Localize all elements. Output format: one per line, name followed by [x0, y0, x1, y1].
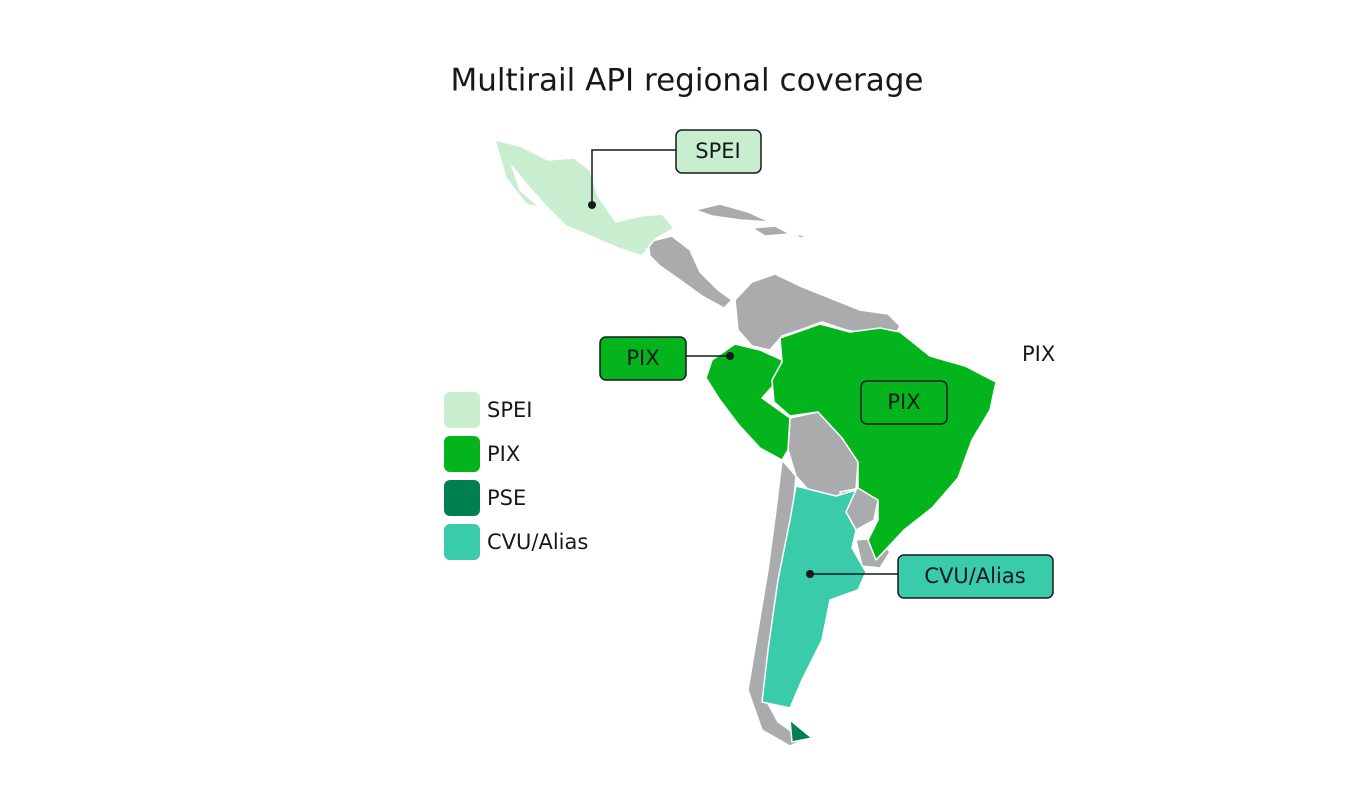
mexico — [494, 139, 675, 257]
callout-box — [860, 380, 948, 425]
legend-label: PIX — [487, 442, 520, 466]
callout-box — [675, 129, 762, 174]
callout-label: PIX — [626, 346, 659, 370]
leader-dot — [726, 352, 734, 360]
callouts: SPEI PIX PIX CVU/Alias — [588, 129, 1054, 599]
callout-box — [599, 336, 687, 381]
leader-line — [591, 149, 676, 205]
legend-swatch — [444, 480, 480, 516]
covered-countries — [494, 139, 997, 743]
caribbean — [694, 203, 809, 239]
callout-box — [897, 554, 1054, 599]
legend-swatch — [444, 436, 480, 472]
leader-dot — [588, 201, 596, 209]
leader-dot — [806, 570, 814, 578]
argentina — [761, 485, 867, 709]
legend-swatch — [444, 392, 480, 428]
legend-label: PSE — [487, 486, 526, 510]
legend-swatch — [444, 524, 480, 560]
ecuador-peru — [705, 343, 791, 461]
legend-label: CVU/Alias — [487, 530, 588, 554]
callout-label: PIX — [887, 390, 920, 414]
title: Multirail API regional coverage — [451, 63, 924, 99]
tierra-del-fuego — [789, 719, 813, 743]
callout-label: CVU/Alias — [924, 564, 1025, 588]
central-america — [647, 235, 733, 309]
annotation: PIX — [1022, 342, 1055, 366]
legend-label: SPEI — [487, 398, 532, 422]
legend: SPEI PIX PSE CVU/Alias — [444, 392, 588, 560]
callout-label: SPEI — [695, 139, 740, 163]
